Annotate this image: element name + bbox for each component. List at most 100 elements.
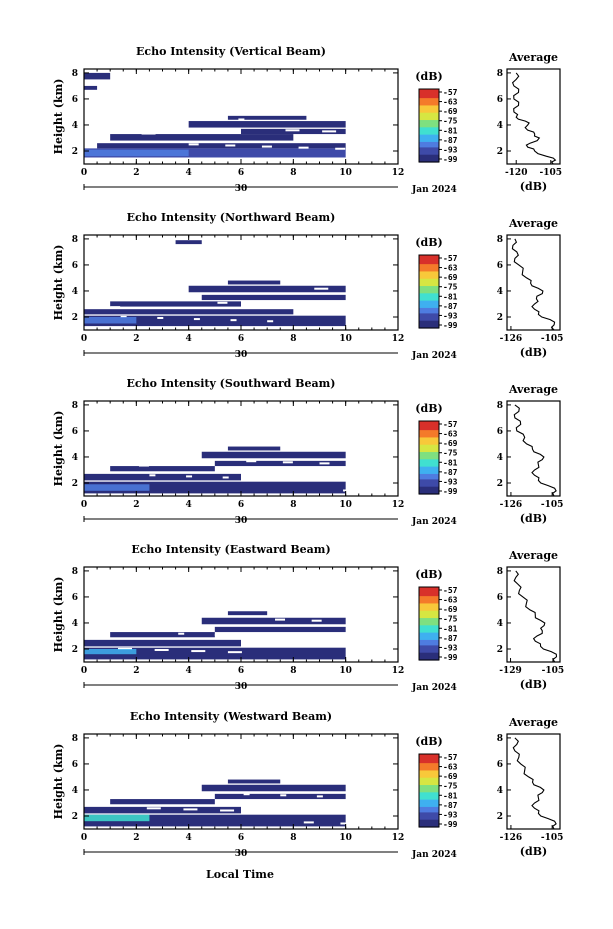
colorbar-swatch <box>419 630 439 634</box>
colorbar-swatch <box>419 488 439 491</box>
colorbar-tick-label: -63 <box>443 763 458 772</box>
colorbar-swatch <box>419 647 439 650</box>
colorbar-swatch <box>419 808 439 812</box>
colorbar-swatch <box>419 453 439 457</box>
colorbar-swatch <box>419 797 439 801</box>
profile-line <box>511 238 556 331</box>
profile-x-label: (dB) <box>520 678 547 691</box>
colorbar-swatch <box>419 307 439 311</box>
profile-y-tick-label: 2 <box>497 812 503 822</box>
y-tick-label: 4 <box>72 287 78 297</box>
colorbar-tick-label: -93 <box>443 311 458 320</box>
echo-gap <box>220 809 235 812</box>
colorbar-swatch <box>419 149 439 152</box>
colorbar-tick-label: -69 <box>443 439 458 448</box>
colorbar-swatch <box>419 309 439 313</box>
echo-band <box>201 451 346 459</box>
colorbar-swatch <box>419 109 439 112</box>
colorbar-tick-label: -99 <box>443 155 458 164</box>
echo-band <box>227 446 281 451</box>
echo-band <box>188 285 346 293</box>
y-tick-label: 6 <box>72 261 78 271</box>
profile-y-tick-label: 2 <box>497 147 503 157</box>
colorbar-swatch <box>419 806 439 810</box>
profile-x-label: (dB) <box>520 845 547 858</box>
echo-gap <box>282 461 293 464</box>
colorbar-swatch <box>419 89 439 92</box>
colorbar-swatch <box>419 587 439 590</box>
echo-gap <box>327 305 338 308</box>
colorbar-swatch <box>419 777 439 781</box>
echo-band <box>175 240 202 245</box>
profile-frame <box>506 733 561 830</box>
colorbar-swatch <box>419 300 439 304</box>
echo-gap <box>128 115 135 118</box>
colorbar-swatch <box>419 298 439 302</box>
colorbar-swatch <box>419 603 439 606</box>
echo-gap <box>290 303 301 306</box>
x-tick-label: 10 <box>339 334 352 344</box>
colorbar-tick-label: -75 <box>443 615 458 624</box>
colorbar-swatch <box>419 597 439 601</box>
x-tick-label: 0 <box>81 168 87 178</box>
colorbar-swatch <box>419 638 439 641</box>
x-tick-label: 2 <box>133 168 139 178</box>
colorbar-swatch <box>419 262 439 265</box>
colorbar-frame <box>418 88 440 163</box>
echo-band <box>188 121 346 128</box>
colorbar-swatch <box>419 430 439 433</box>
echo-core <box>84 316 137 324</box>
colorbar-swatch <box>419 654 439 657</box>
y-tick-label: 8 <box>72 401 78 411</box>
profile-y-tick-label: 4 <box>497 786 503 796</box>
echo-gap <box>243 793 250 796</box>
colorbar-swatch <box>419 645 439 648</box>
panel-title: Echo Intensity (Northward Beam) <box>127 211 336 224</box>
profile-x-label: (dB) <box>520 512 547 525</box>
colorbar-swatch <box>419 426 439 429</box>
colorbar-swatch <box>419 260 439 263</box>
colorbar-swatch <box>419 619 439 623</box>
profile-y-tick-label: 4 <box>497 287 503 297</box>
date-month-year: Jan 2024 <box>411 185 457 195</box>
echo-band <box>110 799 215 805</box>
colorbar-tick-label: -93 <box>443 145 458 154</box>
echo-gap <box>91 157 98 160</box>
colorbar-swatch <box>419 94 439 97</box>
date-month-year: Jan 2024 <box>411 517 457 527</box>
colorbar-swatch <box>419 293 439 296</box>
colorbar-label: (dB) <box>415 70 442 83</box>
x-tick-label: 6 <box>238 833 244 843</box>
colorbar-swatch <box>419 636 439 639</box>
echo-gap <box>120 315 127 318</box>
colorbar-tick-label: -87 <box>443 801 458 810</box>
profile-y-tick-label: 2 <box>497 479 503 489</box>
echo-gap <box>230 319 237 322</box>
x-tick-label: 2 <box>133 500 139 510</box>
colorbar-swatch <box>419 103 439 107</box>
colorbar-tick-label: -69 <box>443 273 458 282</box>
colorbar-swatch <box>419 442 439 446</box>
colorbar-swatch <box>419 775 439 779</box>
colorbar-tick-label: -63 <box>443 264 458 273</box>
colorbar-swatch <box>419 785 439 788</box>
echo-band <box>241 128 346 135</box>
y-tick-label: 2 <box>72 812 78 822</box>
colorbar-swatch <box>419 468 439 471</box>
echo-gap <box>118 647 133 650</box>
colorbar-swatch <box>419 823 439 826</box>
colorbar-swatch <box>419 812 439 815</box>
x-tick-label: 8 <box>290 833 296 843</box>
echo-gap <box>196 782 207 785</box>
colorbar-swatch <box>419 121 439 125</box>
colorbar-swatch <box>419 596 439 599</box>
y-axis-label: Height (km) <box>52 79 65 155</box>
date-day: 30 <box>235 849 248 859</box>
colorbar-swatch <box>419 130 439 134</box>
echo-gap <box>285 129 300 132</box>
colorbar-tick-label: -75 <box>443 117 458 126</box>
echo-band <box>227 115 307 120</box>
x-tick-label: 4 <box>186 334 192 344</box>
colorbar-swatch <box>419 99 439 103</box>
